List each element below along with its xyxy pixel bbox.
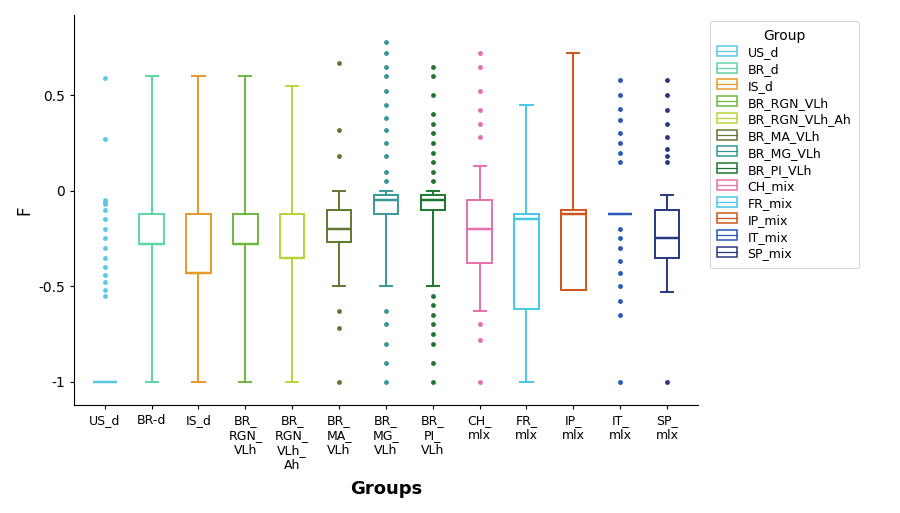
- Bar: [467, 200, 491, 263]
- Legend: US_d, BR_d, IS_d, BR_RGN_VLh, BR_RGN_VLh_Ah, BR_MA_VLh, BR_MG_VLh, BR_PI_VLh, CH: US_d, BR_d, IS_d, BR_RGN_VLh, BR_RGN_VLh…: [710, 21, 859, 268]
- Bar: [140, 213, 164, 244]
- Y-axis label: F: F: [15, 205, 33, 214]
- Bar: [374, 194, 398, 213]
- Bar: [655, 210, 680, 258]
- Bar: [562, 210, 586, 290]
- Bar: [327, 210, 351, 242]
- Bar: [233, 213, 257, 244]
- X-axis label: Groups: Groups: [350, 480, 422, 498]
- Bar: [420, 194, 445, 210]
- Bar: [514, 213, 539, 309]
- Bar: [280, 213, 304, 258]
- Bar: [186, 213, 211, 273]
